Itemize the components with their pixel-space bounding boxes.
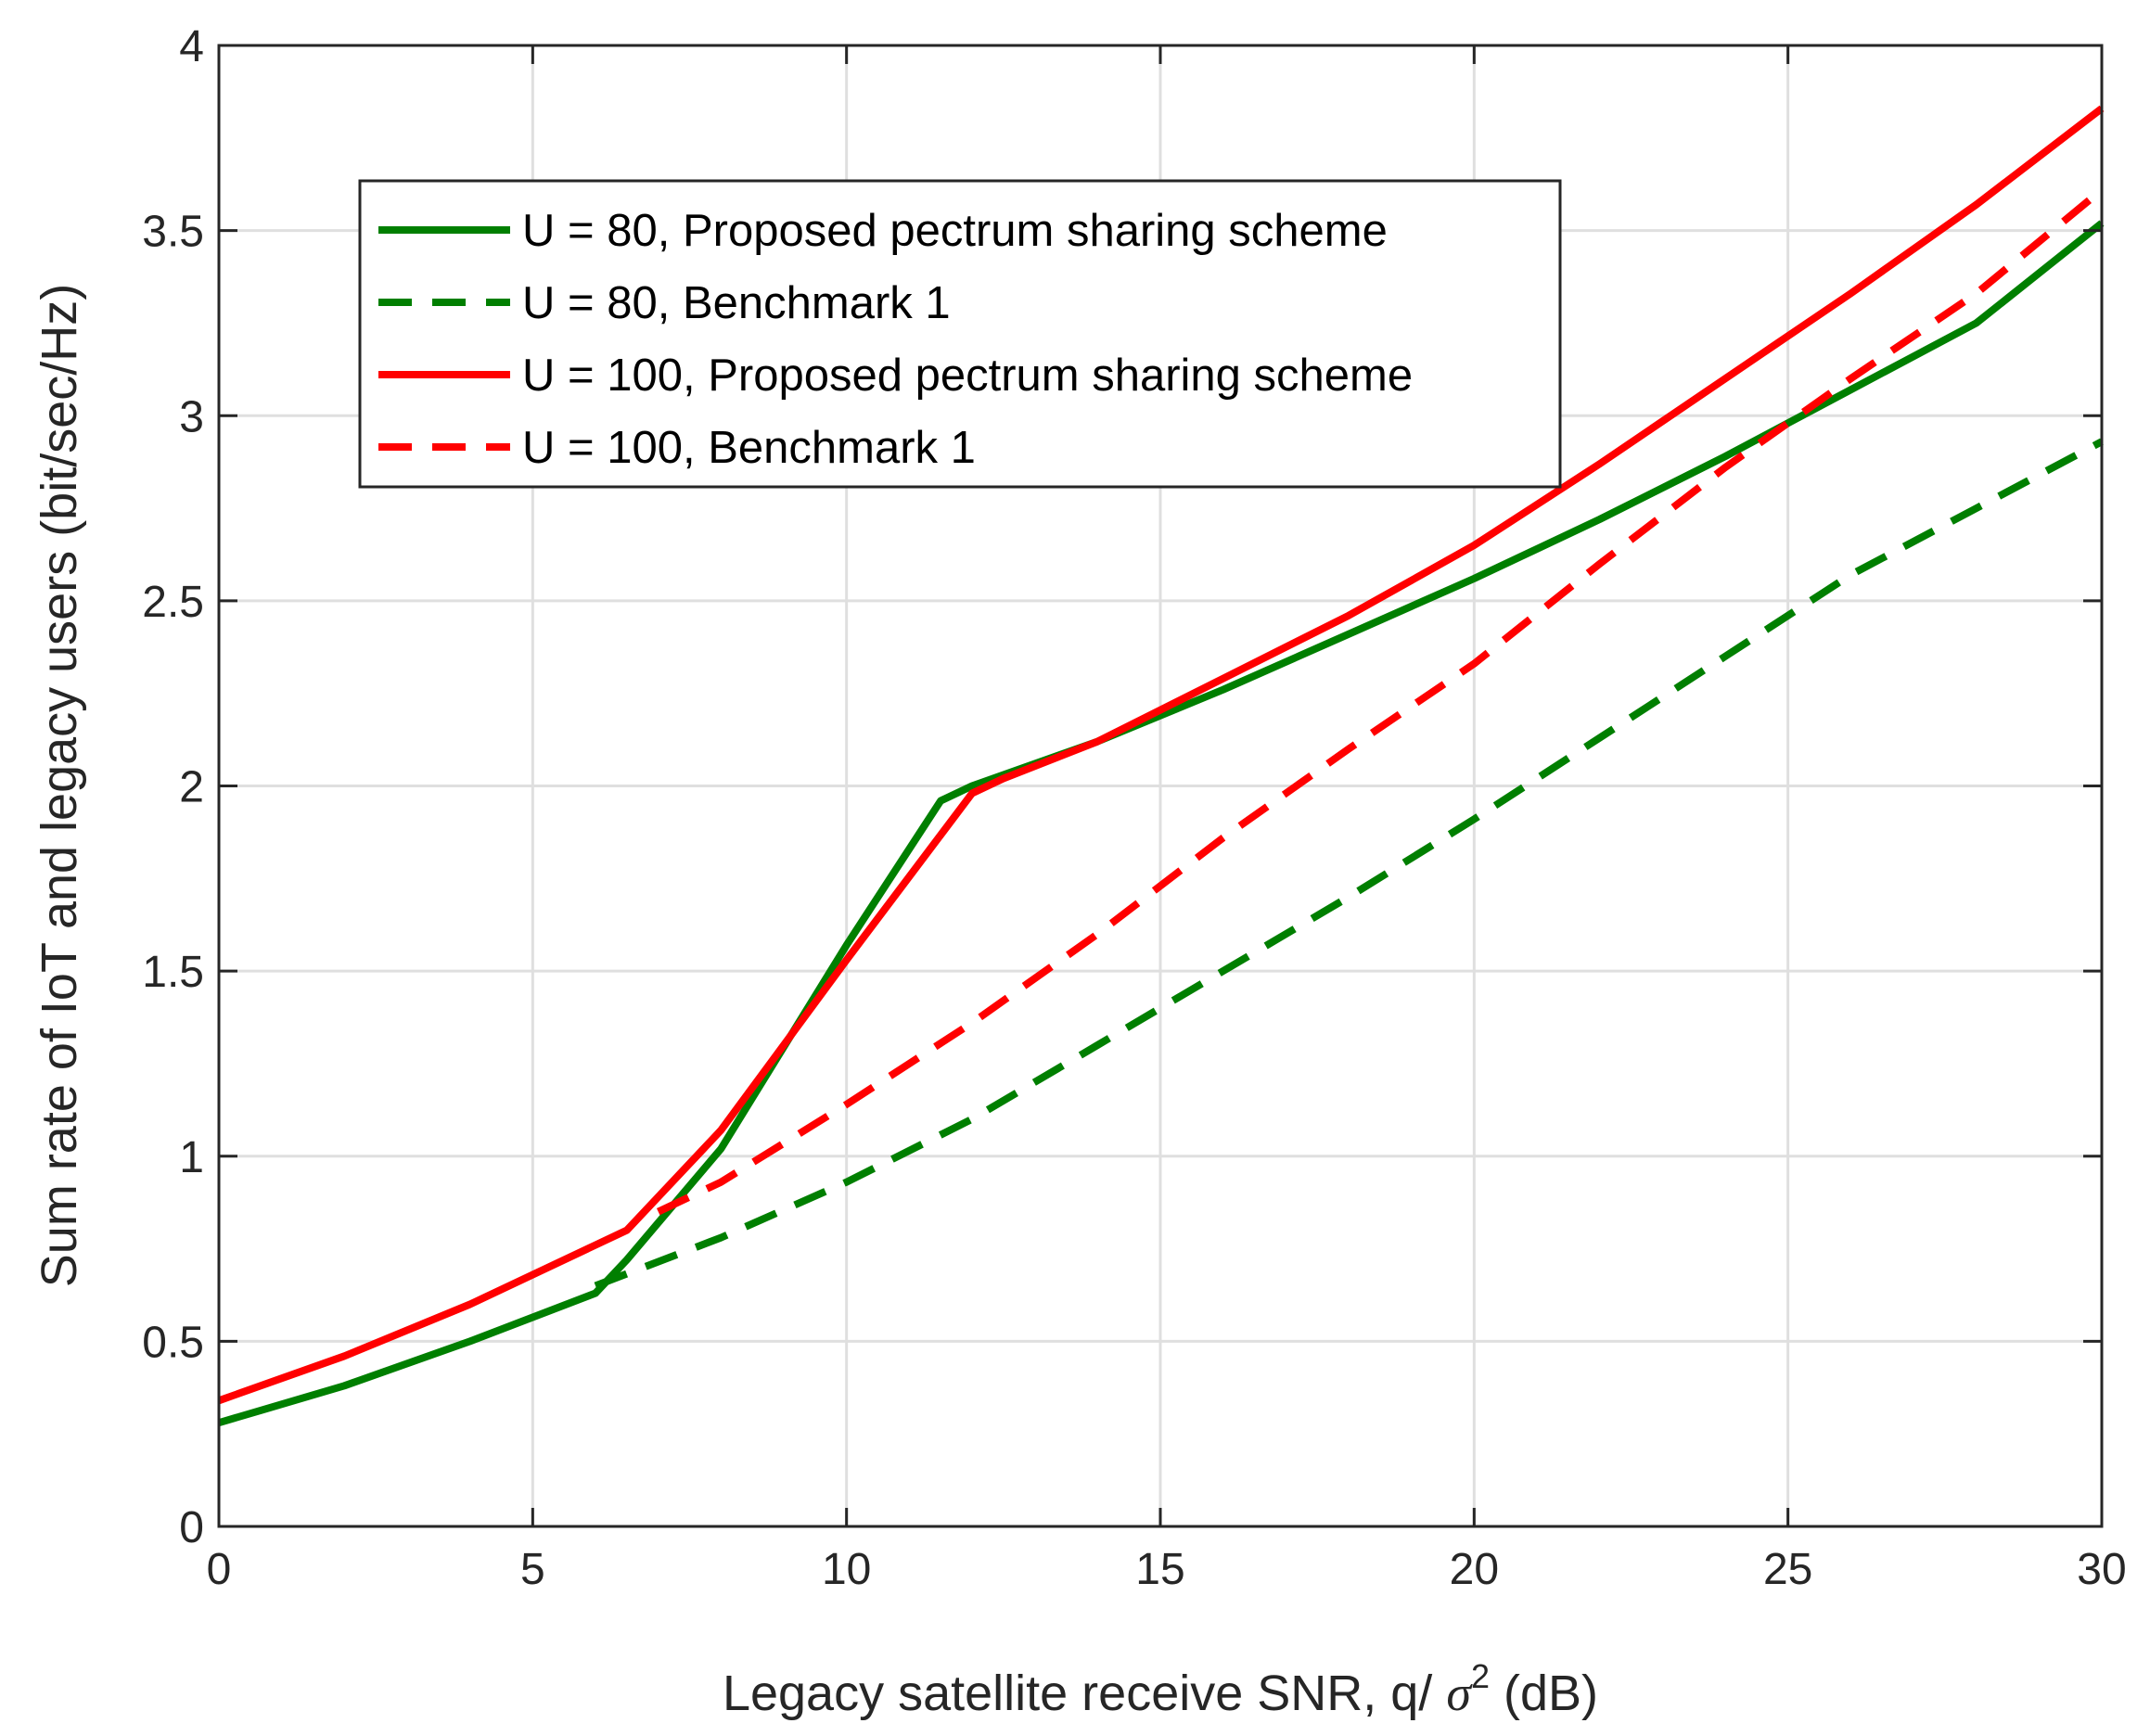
x-tick-label: 0 xyxy=(207,1545,232,1594)
y-tick-label: 0 xyxy=(179,1503,204,1552)
legend-label-u80-proposed: U = 80, Proposed pectrum sharing scheme xyxy=(522,206,1388,256)
x-tick-label: 25 xyxy=(1763,1545,1812,1594)
y-tick-label: 0.5 xyxy=(142,1318,204,1367)
x-axis-title-power: 2 xyxy=(1471,1657,1490,1695)
y-tick-label: 3.5 xyxy=(142,208,204,257)
x-tick-label: 15 xyxy=(1135,1545,1184,1594)
x-axis-title-symbol: σ xyxy=(1446,1666,1473,1721)
ticks xyxy=(217,44,2104,1528)
legend-label-u100-benchmark: U = 100, Benchmark 1 xyxy=(522,423,976,473)
y-tick-label: 4 xyxy=(179,22,204,71)
y-tick-label: 3 xyxy=(179,392,204,441)
legend: U = 80, Proposed pectrum sharing scheme … xyxy=(358,179,1562,489)
x-tick-label: 30 xyxy=(2077,1545,2126,1594)
series-line-u80-benchmark xyxy=(594,438,2104,1290)
legend-label-u100-proposed: U = 100, Proposed pectrum sharing scheme xyxy=(522,351,1413,401)
y-tick-label: 1.5 xyxy=(142,948,204,997)
tick-labels: 0 5 10 15 20 25 30 0 0.5 1 1.5 2 2.5 3 3.5 4 xyxy=(142,22,2126,1594)
y-tick-label: 2.5 xyxy=(142,578,204,627)
series-line-u100-benchmark xyxy=(656,186,2105,1216)
y-tick-label: 2 xyxy=(179,763,204,812)
legend-label-u80-benchmark: U = 80, Benchmark 1 xyxy=(522,278,951,328)
y-axis-title: Sum rate of IoT and legacy users (bit/se… xyxy=(32,284,87,1287)
x-tick-label: 5 xyxy=(520,1545,545,1594)
series-line-u100-proposed xyxy=(217,105,2105,1405)
series-layer xyxy=(217,105,2105,1427)
x-tick-label: 20 xyxy=(1450,1545,1499,1594)
y-tick-label: 1 xyxy=(179,1133,204,1182)
x-axis-title-main: Legacy satellite receive SNR, q/ xyxy=(723,1666,1446,1721)
x-tick-label: 10 xyxy=(822,1545,871,1594)
legend-box xyxy=(358,179,1562,489)
x-axis-title: Legacy satellite receive SNR, q/ σ2 (dB) xyxy=(723,1657,1598,1721)
x-axis-title-unit: (dB) xyxy=(1490,1666,1598,1721)
